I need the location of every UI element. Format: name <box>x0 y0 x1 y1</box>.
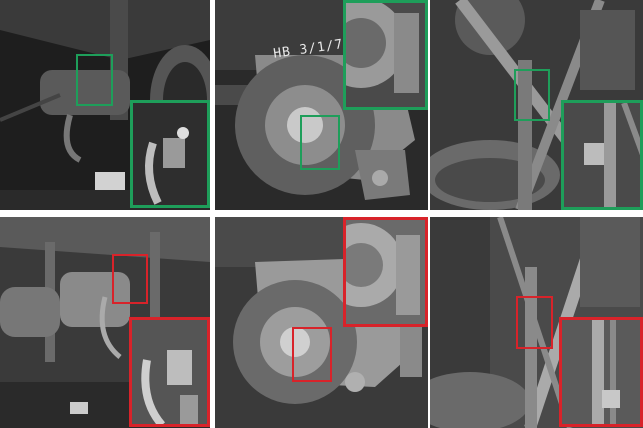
roi-box <box>514 69 550 121</box>
zoom-inset <box>343 0 428 110</box>
roi-box <box>300 115 340 170</box>
zoom-inset <box>130 100 210 208</box>
zoom-inset <box>559 317 643 427</box>
inset-wheel-detail <box>346 220 425 324</box>
panel-bottom-middle-wheel <box>215 217 428 428</box>
inset-coupling-detail <box>133 103 207 205</box>
roi-box <box>76 54 113 106</box>
panel-top-middle-wheel: HB 3/1/7327 <box>215 0 428 210</box>
inset-brake-rod-detail <box>564 103 640 207</box>
zoom-inset <box>561 100 643 210</box>
roi-box <box>516 296 553 349</box>
roi-box <box>292 327 332 382</box>
inset-wheel-detail <box>346 3 425 107</box>
panel-bottom-right-brake-rod <box>430 217 643 428</box>
panel-top-right-brake-rod <box>430 0 643 210</box>
zoom-inset <box>343 217 428 327</box>
inset-coupling-detail <box>132 320 207 424</box>
panel-top-left-coupling <box>0 0 210 210</box>
panel-bottom-left-coupling <box>0 217 210 428</box>
zoom-inset <box>129 317 210 427</box>
inset-brake-rod-detail <box>562 320 640 424</box>
roi-box <box>112 254 148 304</box>
